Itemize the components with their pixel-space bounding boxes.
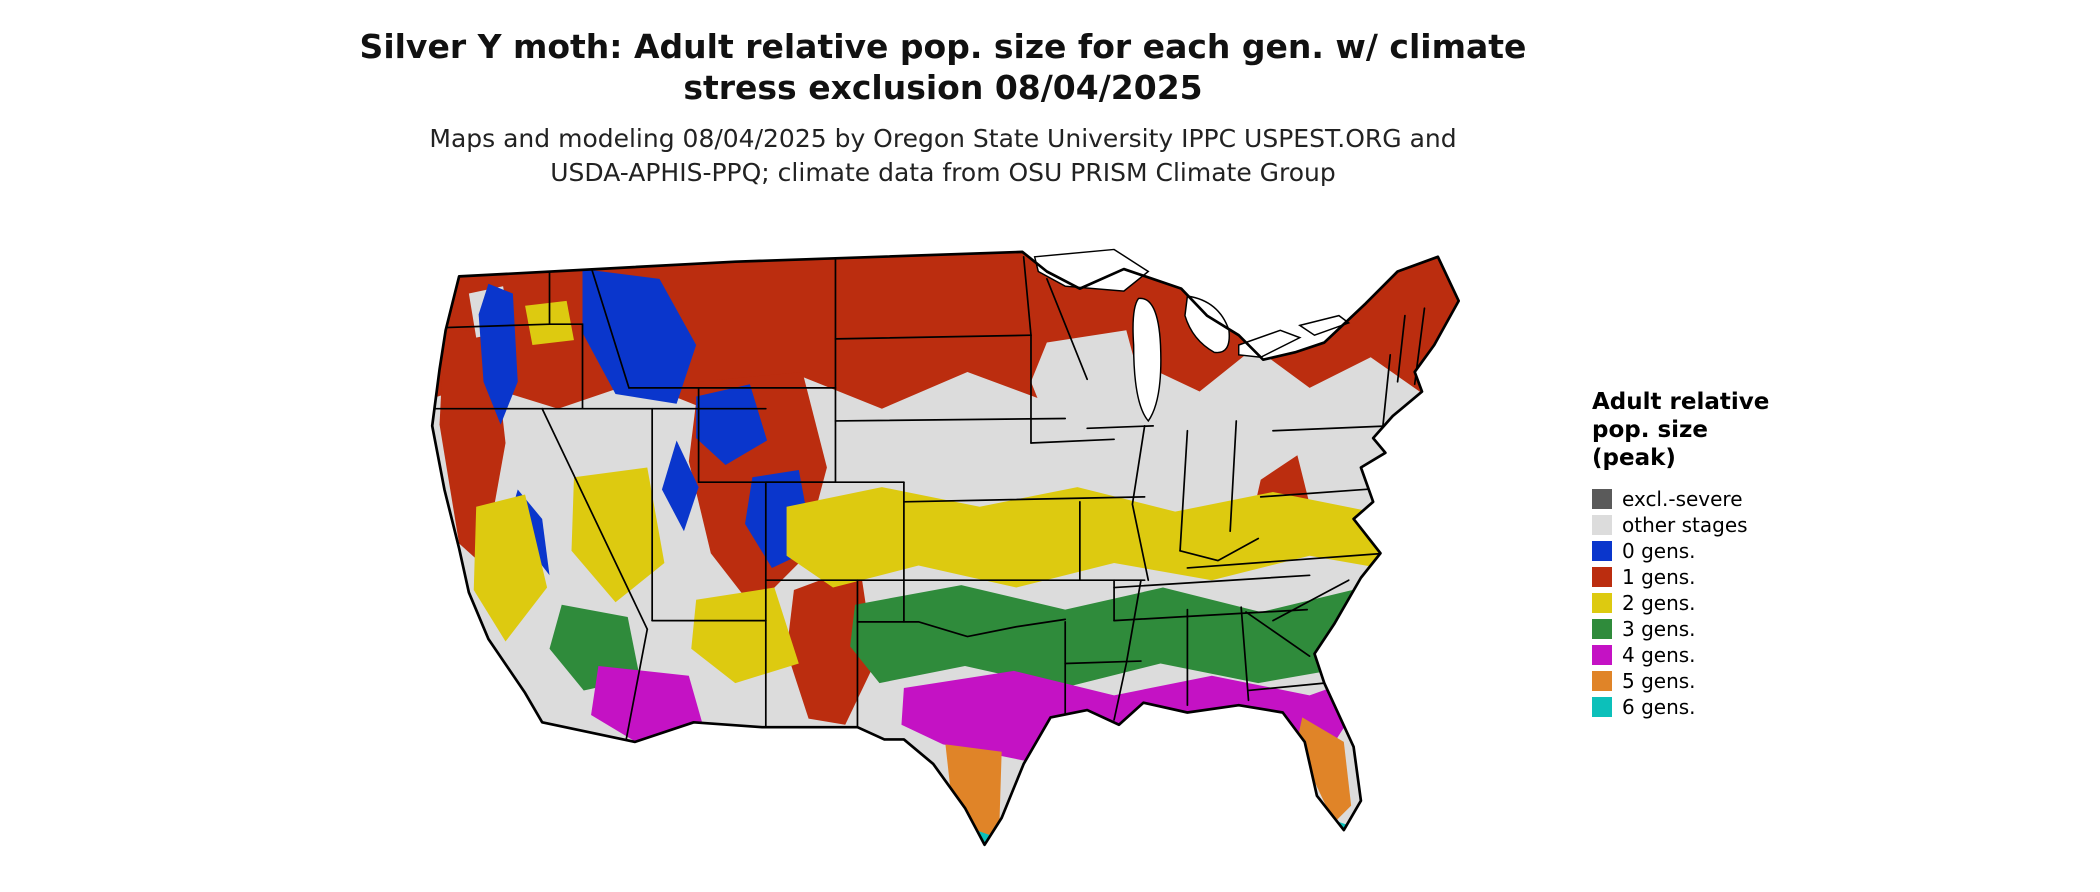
legend-swatch-excl-severe: [1592, 489, 1612, 509]
legend-swatch-6-gens: [1592, 697, 1612, 717]
map-legend: Adult relative pop. size (peak) excl.-se…: [1592, 388, 1892, 720]
legend-swatch-other-stages: [1592, 515, 1612, 535]
map-patch-0gens-north-rockies: [582, 269, 697, 404]
legend-title-line-2: pop. size: [1592, 417, 1709, 443]
figure-subtitle: Maps and modeling 08/04/2025 by Oregon S…: [0, 122, 1886, 190]
figure-title: Silver Y moth: Adult relative pop. size …: [0, 26, 1886, 108]
legend-entry-5-gens: 5 gens.: [1592, 668, 1892, 694]
legend-entry-0-gens: 0 gens.: [1592, 538, 1892, 564]
legend-swatch-5-gens: [1592, 671, 1612, 691]
map-patch-other-upper-midwest: [1030, 330, 1149, 450]
legend-label-6-gens: 6 gens.: [1622, 695, 1696, 719]
map-patch-5gens-florida: [1297, 717, 1352, 823]
map-patch-2gens-great-basin: [571, 467, 665, 603]
subtitle-line-1: Maps and modeling 08/04/2025 by Oregon S…: [429, 124, 1457, 153]
legend-title-line-1: Adult relative: [1592, 389, 1770, 415]
legend-swatch-1-gens: [1592, 567, 1612, 587]
legend-entry-3-gens: 3 gens.: [1592, 616, 1892, 642]
subtitle-line-2: USDA-APHIS-PPQ; climate data from OSU PR…: [550, 158, 1336, 187]
title-line-1: Silver Y moth: Adult relative pop. size …: [359, 27, 1527, 66]
lake-ontario: [1298, 314, 1351, 337]
state-boundaries: [432, 253, 1426, 746]
lake-michigan: [1132, 297, 1162, 423]
lake-huron: [1184, 295, 1230, 354]
legend-label-excl-severe: excl.-severe: [1622, 487, 1743, 511]
map-patch-4gens-arizona: [591, 665, 704, 745]
legend-entries: excl.-severe other stages 0 gens. 1 gens…: [1592, 486, 1892, 720]
legend-swatch-3-gens: [1592, 619, 1612, 639]
legend-entry-4-gens: 4 gens.: [1592, 642, 1892, 668]
legend-label-0-gens: 0 gens.: [1622, 539, 1696, 563]
legend-swatch-2-gens: [1592, 593, 1612, 613]
map-band-2gens: [786, 487, 1459, 588]
map-band-3gens: [850, 585, 1393, 688]
map-patch-0gens-utah: [661, 440, 699, 532]
legend-label-other-stages: other stages: [1622, 513, 1748, 537]
legend-entry-1-gens: 1 gens.: [1592, 564, 1892, 590]
legend-entry-6-gens: 6 gens.: [1592, 694, 1892, 720]
map-patch-5gens-south-texas: [945, 744, 1002, 840]
map-patch-1gens-new-mexico: [786, 565, 875, 725]
legend-entry-excl-severe: excl.-severe: [1592, 486, 1892, 512]
legend-label-3-gens: 3 gens.: [1622, 617, 1696, 641]
legend-swatch-0-gens: [1592, 541, 1612, 561]
map-patch-0gens-wyoming: [696, 384, 768, 466]
us-generation-map: [332, 198, 1554, 884]
legend-entry-other-stages: other stages: [1592, 512, 1892, 538]
legend-swatch-4-gens: [1592, 645, 1612, 665]
legend-label-2-gens: 2 gens.: [1622, 591, 1696, 615]
legend-label-5-gens: 5 gens.: [1622, 669, 1696, 693]
legend-entry-2-gens: 2 gens.: [1592, 590, 1892, 616]
legend-label-4-gens: 4 gens.: [1622, 643, 1696, 667]
map-patch-2gens-california: [473, 494, 548, 642]
us-outline: [430, 250, 1461, 847]
legend-label-1-gens: 1 gens.: [1622, 565, 1696, 589]
us-map-svg: [430, 248, 1461, 847]
legend-title-line-3: (peak): [1592, 445, 1676, 471]
map-patch-2gens-az-nm-plateau: [691, 587, 799, 684]
map-patch-0gens-cascades: [478, 283, 518, 425]
title-line-2: stress exclusion 08/04/2025: [683, 68, 1203, 107]
